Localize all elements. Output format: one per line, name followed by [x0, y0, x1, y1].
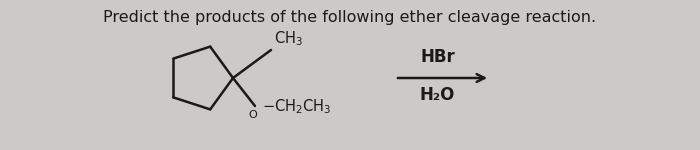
Text: HBr: HBr	[420, 48, 455, 66]
Text: H₂O: H₂O	[420, 86, 455, 104]
Text: Predict the products of the following ether cleavage reaction.: Predict the products of the following et…	[104, 10, 596, 25]
Text: O: O	[248, 110, 258, 120]
Text: $-$CH$_2$CH$_3$: $-$CH$_2$CH$_3$	[262, 98, 332, 116]
Text: CH$_3$: CH$_3$	[274, 29, 303, 48]
